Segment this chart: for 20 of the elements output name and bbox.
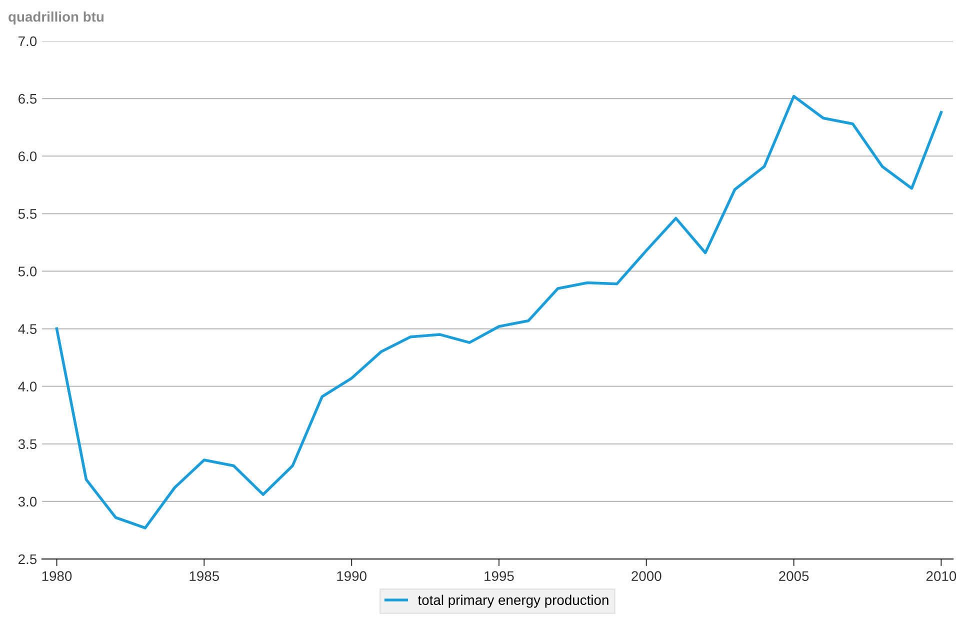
y-tick-label: 6.0 (18, 151, 37, 162)
y-tick-label: 6.5 (18, 94, 37, 104)
y-tick-label: 7.0 (18, 36, 37, 46)
y-tick-label: 5.5 (18, 209, 37, 219)
x-tick-label: 2010 (926, 571, 956, 582)
x-tick-label: 1985 (190, 571, 220, 582)
x-tick-label: 1980 (42, 571, 72, 582)
y-tick-label: 3.0 (18, 496, 37, 507)
legend-label: total primary energy production (418, 594, 608, 608)
y-tick-label: 4.5 (18, 324, 37, 334)
y-axis-title: quadrillion btu (8, 12, 104, 24)
x-tick-label: 2005 (779, 571, 809, 582)
x-tick-label: 1990 (337, 571, 366, 582)
x-tick-label: 2000 (632, 571, 662, 582)
y-tick-label: 4.0 (18, 382, 37, 392)
line-series (55, 94, 943, 530)
y-tick-label: 3.5 (18, 439, 37, 450)
x-tick-label: 1995 (484, 571, 514, 582)
y-tick-label: 2.5 (18, 554, 37, 564)
y-tick-label: 5.0 (18, 266, 37, 276)
